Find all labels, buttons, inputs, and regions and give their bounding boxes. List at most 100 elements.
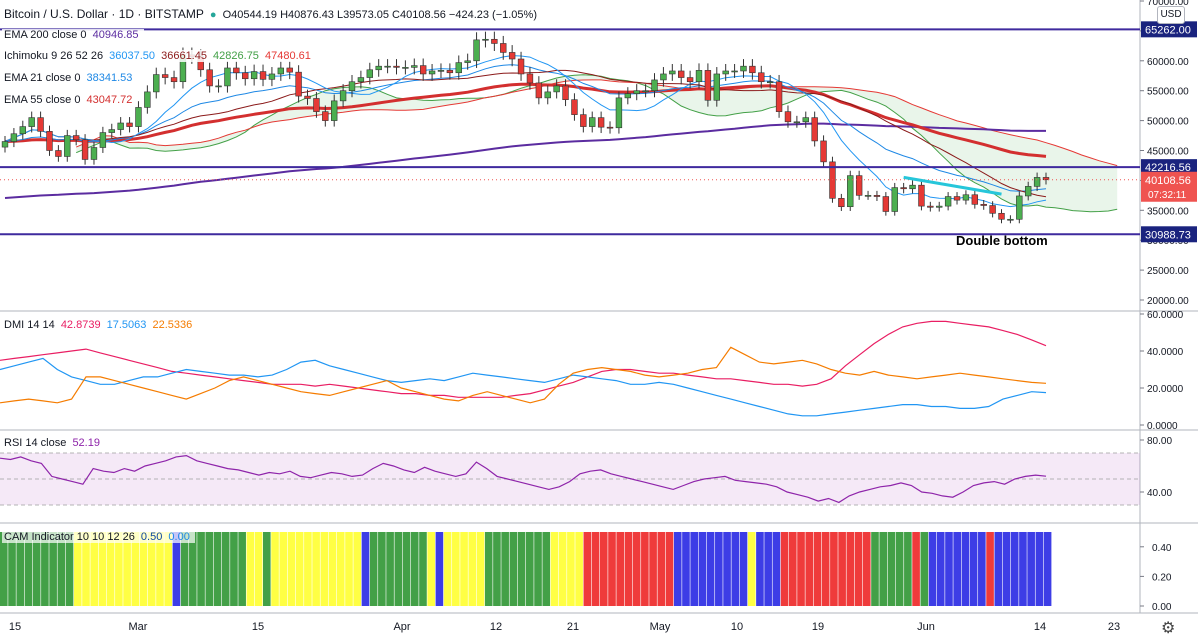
cam-bar bbox=[1035, 532, 1044, 606]
candle-body bbox=[313, 98, 320, 112]
cam-bar bbox=[197, 532, 205, 606]
cam-bar bbox=[583, 532, 592, 606]
cam-bar bbox=[616, 532, 625, 606]
time-axis-label-7: 10 bbox=[731, 621, 743, 633]
candle-body bbox=[322, 111, 329, 121]
ichimoku-legend[interactable]: Ichimoku 9 26 52 26 36037.50 36661.45 42… bbox=[2, 50, 316, 62]
cam-bar bbox=[723, 532, 731, 606]
candle-body bbox=[331, 100, 338, 121]
candle-body bbox=[446, 70, 454, 74]
candle-body bbox=[81, 139, 89, 160]
candle-body bbox=[242, 72, 249, 80]
cam-bar bbox=[65, 532, 74, 606]
candle-body bbox=[909, 184, 916, 190]
candle-body bbox=[28, 117, 35, 127]
cam-bar bbox=[641, 532, 649, 606]
candle-body bbox=[758, 72, 765, 83]
dmi-legend[interactable]: DMI 14 14 42.8739 17.5063 22.5336 bbox=[2, 319, 197, 331]
candle-body bbox=[339, 90, 347, 102]
candle-body bbox=[135, 107, 142, 127]
candle-body bbox=[944, 196, 952, 207]
candle-body bbox=[10, 133, 18, 142]
cam-bar bbox=[435, 532, 444, 606]
candle-body bbox=[802, 117, 809, 123]
candle-body bbox=[250, 71, 258, 80]
cam-bar bbox=[41, 532, 49, 606]
cam-bar bbox=[139, 532, 148, 606]
candle-body bbox=[259, 71, 267, 80]
cam-axis-label-0: 0.40 bbox=[1152, 543, 1172, 554]
rsi-axis-label-0: 80.00 bbox=[1147, 436, 1172, 447]
candle-body bbox=[927, 205, 934, 208]
cam-bar bbox=[550, 532, 559, 606]
market-open-dot: ● bbox=[209, 9, 217, 21]
candle-body bbox=[108, 129, 115, 133]
cam-bar bbox=[805, 532, 814, 606]
dmi-value-3: 22.5336 bbox=[152, 319, 193, 331]
cam-bar bbox=[673, 532, 682, 606]
ema55-legend[interactable]: EMA 55 close 0 43047.72 bbox=[2, 94, 138, 106]
cam-bar bbox=[287, 532, 296, 606]
cam-bar bbox=[8, 532, 16, 606]
dmi-axis-label-2: 20.0000 bbox=[1147, 384, 1184, 395]
rsi-legend[interactable]: RSI 14 close 52.19 bbox=[2, 437, 105, 449]
settings-gear-icon[interactable]: ⚙ bbox=[1161, 620, 1176, 637]
cam-bar bbox=[928, 532, 937, 606]
cam-bar bbox=[715, 532, 723, 606]
candle-body bbox=[713, 73, 720, 101]
price-axis-label-0: 70000.00 bbox=[1147, 0, 1189, 8]
candle-body bbox=[286, 67, 293, 73]
cam-bar bbox=[427, 532, 435, 606]
level-tag-1: 42216.56 bbox=[1145, 162, 1191, 174]
candle-body bbox=[980, 204, 987, 206]
rsi-label: RSI 14 close bbox=[4, 437, 67, 449]
candle-body bbox=[686, 77, 694, 83]
cam-bar bbox=[476, 532, 485, 606]
time-axis-label-10: 14 bbox=[1034, 621, 1046, 633]
cam-bar bbox=[501, 532, 509, 606]
candle-body bbox=[357, 77, 365, 83]
cam-bar bbox=[994, 532, 1003, 606]
ema55-label: EMA 55 close 0 bbox=[4, 94, 81, 106]
cam-bar bbox=[509, 532, 518, 606]
cam-bar bbox=[263, 532, 271, 606]
cam-bar bbox=[591, 532, 600, 606]
cam-bar bbox=[747, 532, 756, 606]
candle-body bbox=[722, 70, 729, 75]
cam-bar bbox=[731, 532, 740, 606]
cam-bar bbox=[238, 532, 246, 606]
ema21-label: EMA 21 close 0 bbox=[4, 72, 81, 84]
cam-bar bbox=[336, 532, 345, 606]
level-tag-bg-1 bbox=[1141, 159, 1197, 176]
candle-body bbox=[749, 65, 756, 74]
ichimoku-conversion-line bbox=[4, 55, 1047, 208]
cam-bar bbox=[279, 532, 288, 606]
cam-bar bbox=[904, 532, 912, 606]
candle-body bbox=[562, 85, 569, 100]
cam-bar bbox=[16, 532, 25, 606]
neckline-trendline bbox=[903, 175, 1002, 196]
cam-bar bbox=[797, 532, 805, 606]
price-axis-label-7: 35000.00 bbox=[1147, 206, 1189, 217]
candle-body bbox=[419, 65, 427, 75]
cam-bar bbox=[57, 532, 66, 606]
candle-body bbox=[660, 73, 667, 81]
ichimoku-cloud bbox=[76, 74, 1118, 212]
symbol-legend: Bitcoin / U.S. Dollar · 1D · BITSTAMP ● … bbox=[2, 7, 542, 21]
cam-bar bbox=[665, 532, 674, 606]
cam-bar bbox=[657, 532, 666, 606]
ema21-legend[interactable]: EMA 21 close 0 38341.53 bbox=[2, 72, 138, 84]
cam-bar bbox=[517, 532, 526, 606]
price-axis-label-10: 20000.00 bbox=[1147, 296, 1189, 307]
candle-body bbox=[847, 175, 854, 208]
rsi-series-0 bbox=[0, 454, 1047, 504]
ema200-legend[interactable]: EMA 200 close 0 40946.85 bbox=[2, 29, 144, 41]
candle-body bbox=[277, 67, 285, 75]
cam-legend[interactable]: CAM Indicator 10 10 12 26 0.50 0.00 bbox=[2, 531, 195, 543]
cam-bar bbox=[690, 532, 698, 606]
cam-bar bbox=[49, 532, 57, 606]
dmi-series-0 bbox=[0, 320, 1047, 398]
currency-button[interactable]: USD bbox=[1157, 6, 1185, 24]
cam-bar bbox=[838, 532, 846, 606]
